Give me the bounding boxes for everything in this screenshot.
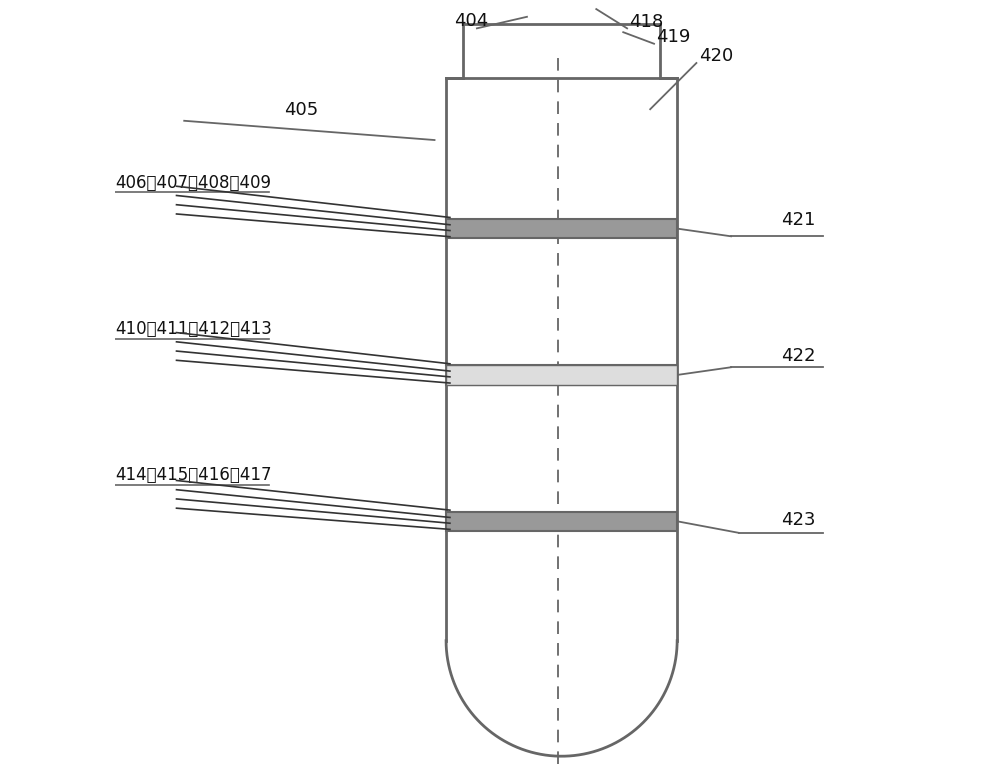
Text: 406、407、408、409: 406、407、408、409 — [115, 174, 271, 192]
Text: 422: 422 — [781, 347, 816, 365]
Text: 404: 404 — [454, 12, 488, 30]
Text: 421: 421 — [781, 211, 816, 229]
Bar — [446, 512, 677, 531]
Text: 418: 418 — [629, 13, 664, 31]
Text: 423: 423 — [781, 511, 816, 530]
Text: 405: 405 — [284, 100, 319, 118]
Bar — [446, 366, 677, 385]
Text: 414、415、416、417: 414、415、416、417 — [115, 466, 271, 485]
Bar — [446, 219, 677, 238]
Text: 420: 420 — [699, 47, 733, 66]
Text: 419: 419 — [656, 28, 691, 46]
Text: 410、411、412、413: 410、411、412、413 — [115, 320, 272, 338]
